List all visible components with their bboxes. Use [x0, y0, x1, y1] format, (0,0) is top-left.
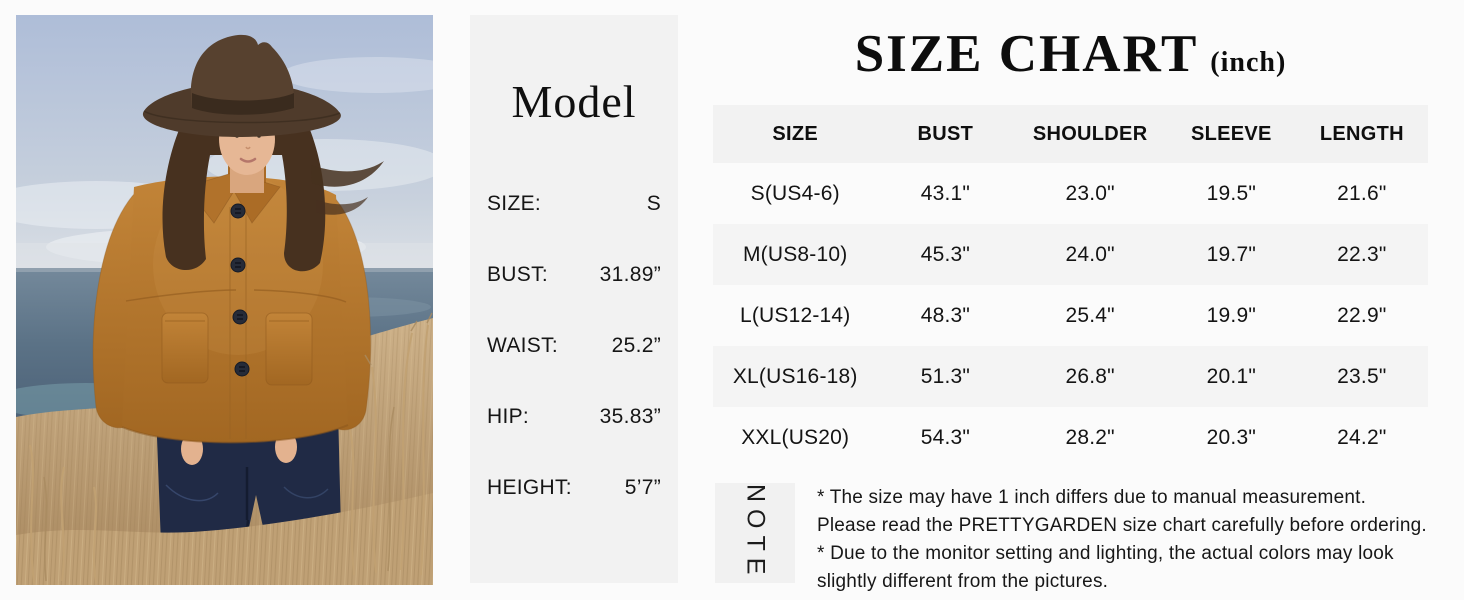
note-label: NOTE [741, 484, 770, 582]
model-bust-value: 31.89” [599, 263, 661, 286]
size-row-xl: XL(US16-18) 51.3" 26.8" 20.1" 23.5" [713, 346, 1428, 407]
model-bust-label: BUST: [487, 263, 549, 286]
cell-shoulder: 28.2" [1065, 425, 1115, 449]
cell-bust: 43.1" [920, 181, 971, 205]
cell-shoulder: 25.4" [1065, 303, 1115, 327]
cell-length: 24.2" [1337, 425, 1387, 449]
cell-bust: 45.3" [877, 224, 1014, 285]
fedora-hat [142, 34, 341, 137]
foreground-grass [16, 312, 433, 585]
model-hip-label: HIP: [487, 405, 530, 428]
note-text: * The size may have 1 inch differs due t… [817, 483, 1427, 596]
cell-bust: 48.3" [920, 303, 971, 327]
model-hip-value: 35.83” [599, 405, 661, 428]
cell-sleeve: 19.9" [1206, 303, 1256, 327]
column-header-shoulder: SHOULDER [1013, 105, 1167, 163]
model-panel-title: Model [511, 76, 637, 127]
model-bust-row: BUST: 31.89” [487, 263, 661, 287]
column-header-sleeve: SLEEVE [1167, 105, 1296, 163]
model-measurements-panel: Model SIZE: S BUST: 31.89” WAIST: 25.2” … [470, 15, 678, 583]
note-line: slightly different from the pictures. [817, 571, 1109, 592]
size-row-s: S(US4-6) 43.1" 23.0" 19.5" 21.6" [713, 163, 1428, 224]
model-waist-row: WAIST: 25.2” [487, 334, 661, 358]
model-waist-label: WAIST: [487, 334, 559, 357]
model-height-row: HEIGHT: 5’7” [487, 476, 661, 500]
note-line: Please read the PRETTYGARDEN size chart … [817, 515, 1427, 536]
right-pocket [265, 312, 313, 386]
column-header-bust: BUST [877, 105, 1014, 163]
size-row-l: L(US12-14) 48.3" 25.4" 19.9" 22.9" [713, 285, 1428, 346]
model-photo [16, 15, 433, 585]
column-header-size: SIZE [713, 105, 878, 163]
cell-shoulder: 26.8" [1013, 346, 1167, 407]
size-chart-header-row: SIZE BUST SHOULDER SLEEVE LENGTH [713, 105, 1428, 163]
cell-length: 23.5" [1295, 346, 1428, 407]
cell-size: XXL(US20) [741, 425, 850, 449]
cell-bust: 54.3" [920, 425, 971, 449]
model-size-value: S [646, 192, 661, 215]
model-height-label: HEIGHT: [487, 476, 572, 499]
cell-sleeve: 20.3" [1206, 425, 1256, 449]
size-chart-table: SIZE BUST SHOULDER SLEEVE LENGTH S(US4-6… [713, 105, 1428, 468]
cell-shoulder: 24.0" [1013, 224, 1167, 285]
hair [162, 100, 384, 272]
note-line: * Due to the monitor setting and lightin… [817, 543, 1394, 564]
note-line: * The size may have 1 inch differs due t… [817, 487, 1367, 508]
size-chart-title-text: SIZE CHART [854, 25, 1199, 83]
cell-length: 21.6" [1337, 181, 1387, 205]
model-photo-illustration [16, 15, 433, 585]
cell-length: 22.3" [1295, 224, 1428, 285]
note-tab: NOTE [715, 483, 795, 583]
cell-size: S(US4-6) [750, 181, 840, 205]
model-size-row: SIZE: S [487, 192, 661, 216]
cell-size: L(US12-14) [739, 303, 851, 327]
note-section: NOTE * The size may have 1 inch differs … [715, 483, 1428, 596]
cell-size: M(US8-10) [713, 224, 878, 285]
cell-size: XL(US16-18) [713, 346, 878, 407]
model-size-label: SIZE: [487, 192, 542, 215]
cell-length: 22.9" [1337, 303, 1387, 327]
model-hip-row: HIP: 35.83” [487, 405, 661, 429]
cell-shoulder: 23.0" [1065, 181, 1115, 205]
cell-sleeve: 19.7" [1167, 224, 1296, 285]
size-chart-title: SIZE CHART (inch) [713, 24, 1428, 84]
model-measurement-list: SIZE: S BUST: 31.89” WAIST: 25.2” HIP: 3… [487, 192, 661, 500]
column-header-length: LENGTH [1295, 105, 1428, 163]
size-row-m: M(US8-10) 45.3" 24.0" 19.7" 22.3" [713, 224, 1428, 285]
buttons [230, 203, 250, 377]
cell-sleeve: 19.5" [1206, 181, 1256, 205]
left-pocket [161, 312, 209, 384]
cell-sleeve: 20.1" [1167, 346, 1296, 407]
size-row-xxl: XXL(US20) 54.3" 28.2" 20.3" 24.2" [713, 407, 1428, 468]
model-waist-value: 25.2” [611, 334, 661, 357]
size-chart-unit: (inch) [1210, 47, 1287, 78]
cell-bust: 51.3" [877, 346, 1014, 407]
model-height-value: 5’7” [624, 476, 661, 499]
